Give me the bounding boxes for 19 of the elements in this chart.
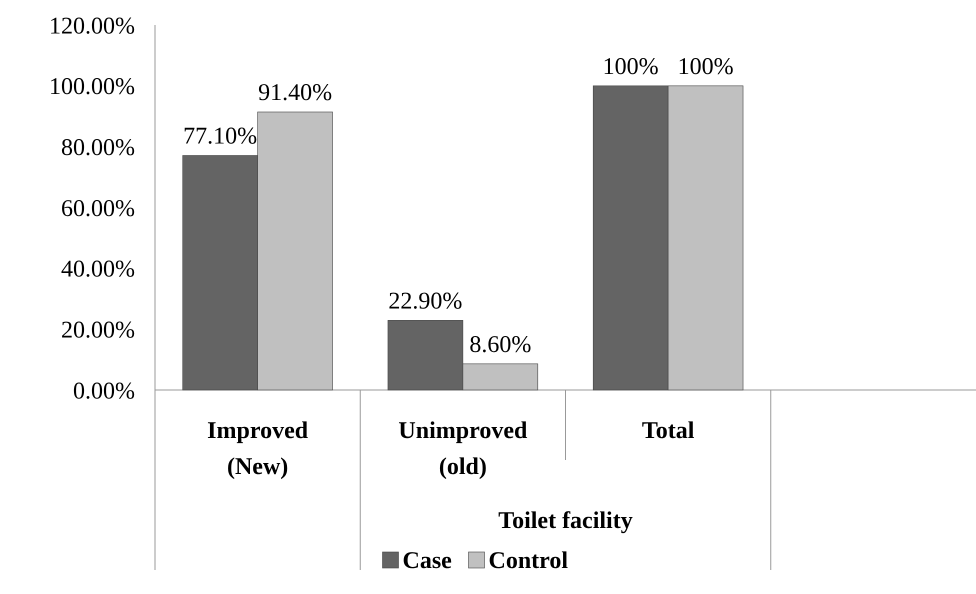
legend-label: Control — [488, 548, 568, 574]
data-label: 77.10% — [183, 123, 258, 150]
y-tick-label: 60.00% — [61, 196, 135, 222]
x-tick-label: Improved (New) — [207, 418, 309, 480]
data-label: 91.40% — [258, 80, 332, 106]
x-tick-label: Total — [642, 418, 695, 444]
y-tick-label: 0.00% — [73, 378, 135, 404]
data-label: 100% — [678, 54, 734, 80]
data-label: 22.90% — [388, 288, 462, 314]
data-label: 100% — [602, 54, 659, 80]
y-tick-label: 120.00% — [49, 13, 135, 40]
y-tick-label: 40.00% — [61, 256, 135, 283]
x-tick-label: Unimproved (old) — [398, 418, 528, 480]
y-tick-label: 20.00% — [61, 318, 135, 344]
y-tick-label: 80.00% — [61, 135, 135, 162]
y-tick-label: 100.00% — [49, 74, 135, 100]
data-label: 8.60% — [469, 332, 532, 358]
legend-label: Case — [402, 548, 452, 574]
x-axis-title: Toilet facility — [498, 508, 633, 534]
